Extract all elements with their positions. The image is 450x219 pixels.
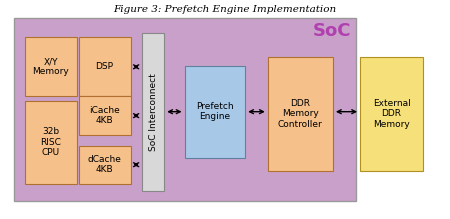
- Text: DSP: DSP: [95, 62, 113, 71]
- Text: DDR
Memory
Controller: DDR Memory Controller: [278, 99, 323, 129]
- FancyBboxPatch shape: [14, 18, 356, 201]
- FancyBboxPatch shape: [79, 96, 130, 135]
- FancyBboxPatch shape: [360, 57, 423, 171]
- Text: Figure 3: Prefetch Engine Implementation: Figure 3: Prefetch Engine Implementation: [113, 5, 337, 14]
- Text: SoC: SoC: [312, 22, 351, 40]
- Text: 32b
RISC
CPU: 32b RISC CPU: [40, 127, 61, 157]
- Text: Prefetch
Engine: Prefetch Engine: [196, 102, 234, 121]
- FancyBboxPatch shape: [142, 33, 164, 191]
- Text: External
DDR
Memory: External DDR Memory: [373, 99, 410, 129]
- Text: SoC Interconnect: SoC Interconnect: [148, 73, 157, 151]
- Text: iCache
4KB: iCache 4KB: [89, 106, 120, 125]
- FancyBboxPatch shape: [79, 37, 130, 96]
- Text: dCache
4KB: dCache 4KB: [88, 155, 122, 175]
- FancyBboxPatch shape: [25, 101, 76, 184]
- FancyBboxPatch shape: [79, 146, 130, 184]
- FancyBboxPatch shape: [25, 37, 76, 96]
- Text: X/Y
Memory: X/Y Memory: [32, 57, 69, 76]
- FancyBboxPatch shape: [184, 66, 245, 158]
- FancyBboxPatch shape: [268, 57, 333, 171]
